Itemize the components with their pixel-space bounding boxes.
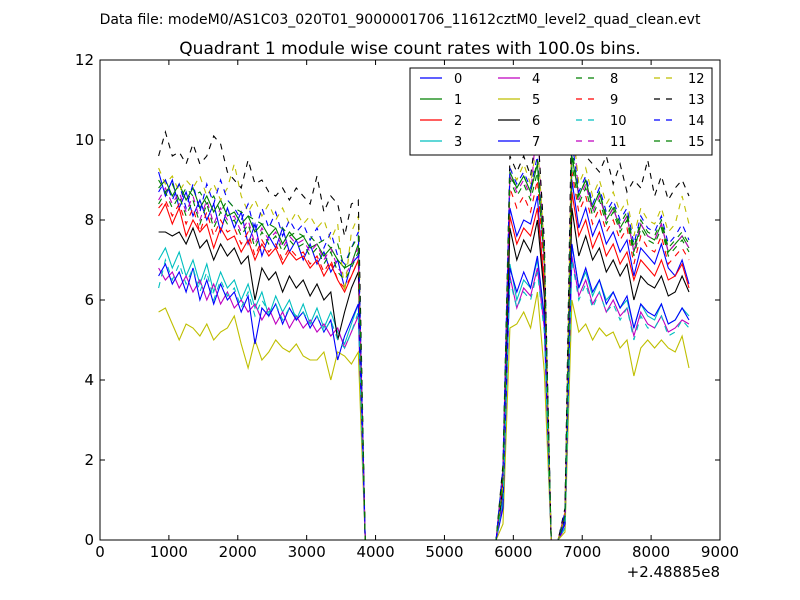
y-tick-label: 2 [84, 451, 94, 469]
x-tick-label: 0 [95, 543, 105, 561]
y-tick-label: 0 [84, 531, 94, 549]
legend-label-13: 13 [688, 93, 705, 108]
x-offset-label: +2.48885e8 [627, 563, 720, 581]
legend-label-11: 11 [610, 135, 627, 150]
x-tick-label: 5000 [425, 543, 463, 561]
legend-label-14: 14 [688, 114, 705, 129]
legend-label-10: 10 [610, 114, 627, 129]
legend-label-7: 7 [532, 135, 540, 150]
series-line-14 [158, 139, 690, 541]
x-tick-label: 9000 [701, 543, 739, 561]
legend-label-3: 3 [454, 135, 462, 150]
x-tick-label: 1000 [150, 543, 188, 561]
y-tick-label: 4 [84, 371, 94, 389]
legend-label-12: 12 [688, 72, 705, 87]
y-tick-label: 10 [75, 131, 94, 149]
legend-label-9: 9 [610, 93, 618, 108]
y-tick-label: 8 [84, 211, 94, 229]
legend-label-8: 8 [610, 72, 618, 87]
x-tick-label: 8000 [632, 543, 670, 561]
y-tick-label: 12 [75, 51, 94, 69]
legend-box [409, 67, 713, 156]
legend-label-15: 15 [688, 135, 705, 150]
x-tick-label: 2000 [219, 543, 257, 561]
legend-label-6: 6 [532, 114, 540, 129]
y-tick-label: 6 [84, 291, 94, 309]
legend-label-1: 1 [454, 93, 462, 108]
x-tick-label: 6000 [494, 543, 532, 561]
axis-ticks: 0 1000 2000 3000 4000 5000 6000 7000 8000 9000 0 2 4… [75, 51, 739, 561]
x-tick-label: 4000 [356, 543, 394, 561]
figure-suptitle: Data file: modeM0/AS1C03_020T01_90000017… [100, 12, 701, 28]
x-tick-label: 7000 [563, 543, 601, 561]
legend-label-5: 5 [532, 93, 540, 108]
chart-title: Quadrant 1 module wise count rates with … [179, 39, 640, 59]
legend-label-4: 4 [532, 72, 540, 87]
legend-label-2: 2 [454, 114, 462, 129]
x-tick-label: 3000 [288, 543, 326, 561]
legend-label-0: 0 [454, 72, 462, 87]
